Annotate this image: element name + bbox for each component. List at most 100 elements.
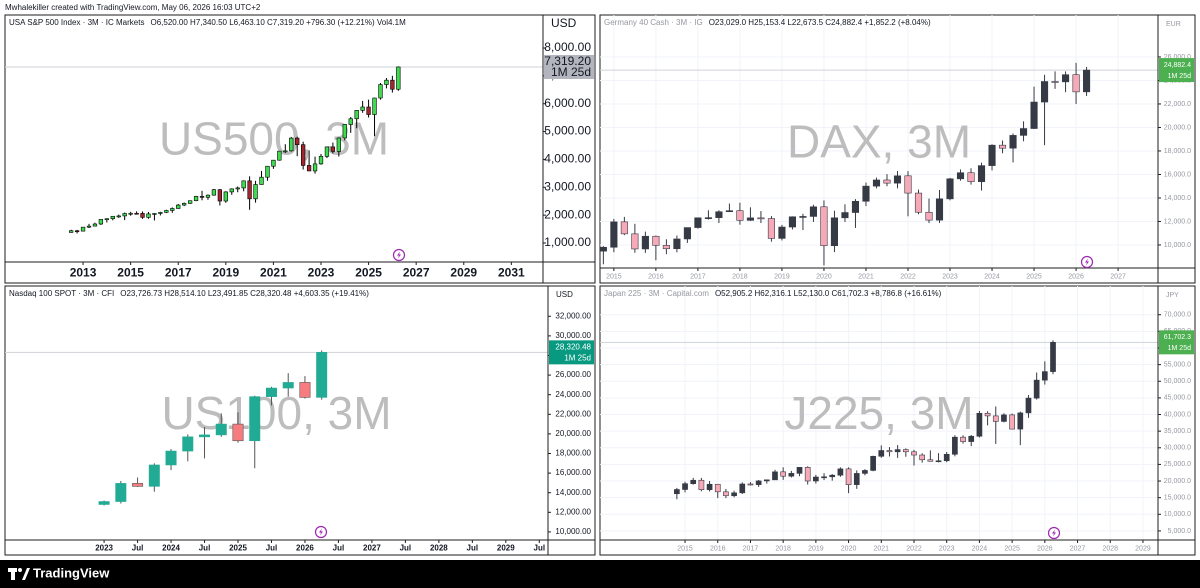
x-tick-label: 2025 — [229, 544, 247, 553]
candle-body — [324, 146, 330, 157]
candle-body — [348, 118, 353, 125]
candle-body — [872, 179, 881, 187]
candle-body — [620, 221, 628, 235]
candle-body — [193, 196, 199, 201]
y-tick-label: 12,000.0 — [1164, 218, 1191, 225]
countdown-label: 1M 25d — [1168, 345, 1191, 352]
brand-logo — [8, 568, 30, 580]
candle-body — [241, 180, 246, 189]
candle-body — [265, 165, 270, 178]
legend: Nasdaq 100 SPOT · 3M · CFI O23,726.73 H28… — [9, 289, 369, 298]
candle-body — [1083, 69, 1091, 93]
logo-part — [18, 568, 22, 572]
event-icon-bolt — [319, 528, 323, 536]
candle-body — [74, 230, 80, 233]
logo-part — [11, 568, 15, 580]
x-tick-label: 2016 — [648, 273, 664, 280]
plot-area: J225, 3M — [600, 286, 1158, 540]
countdown-label: 1M 25d — [564, 353, 591, 362]
watermark: US500, 3M — [159, 113, 389, 165]
candle-body — [780, 471, 787, 477]
candle-body — [265, 387, 277, 397]
x-tick-label: 2026 — [296, 544, 314, 553]
candle-body — [673, 238, 681, 250]
candle-body — [176, 204, 181, 209]
candle-body — [140, 213, 145, 218]
brand: TradingView — [33, 565, 110, 580]
candle-body — [289, 137, 294, 152]
candle-body — [165, 450, 177, 466]
candle-body — [1041, 371, 1048, 381]
y-tick-label: 3,000.00 — [544, 179, 591, 193]
candle-body — [904, 175, 912, 194]
footer-bar — [0, 560, 1200, 588]
y-tick-label: 55,000.0 — [1164, 361, 1191, 368]
candle-body — [217, 189, 223, 202]
x-tick-label: 2021 — [874, 545, 890, 552]
last-price-label: 7,319.20 — [544, 54, 591, 68]
x-tick-label: 2027 — [1070, 545, 1086, 552]
candle-body — [69, 230, 74, 233]
y-tick-label: 12,000.00 — [555, 507, 591, 516]
candle-body — [253, 184, 258, 200]
x-tick-label: 2022 — [900, 273, 916, 280]
x-tick-label: 2031 — [498, 266, 525, 280]
candle-body — [249, 396, 261, 442]
candle-body — [170, 208, 175, 211]
x-tick-label: 2017 — [743, 545, 759, 552]
candle-body — [809, 206, 818, 217]
candle-body — [641, 235, 649, 250]
candle-body — [946, 178, 954, 200]
x-tick-label: 2013 — [70, 266, 97, 280]
caption: Mwhalekiller created with TradingView.co… — [5, 3, 261, 12]
x-tick-label: 2029 — [450, 266, 477, 280]
y-tick-label: 20,000.00 — [555, 429, 591, 438]
y-tick-label: 18,000.0 — [1164, 148, 1191, 155]
panel-frame — [4, 285, 596, 556]
candle-body — [778, 226, 786, 239]
candle-body — [853, 473, 860, 485]
candle-body — [755, 480, 762, 485]
candle-body — [739, 483, 746, 494]
candle-body — [1040, 81, 1049, 103]
candle-body — [984, 412, 991, 417]
panel-frame — [599, 285, 1196, 556]
y-tick-label: 5,000.00 — [544, 124, 591, 138]
candle-body — [767, 218, 775, 239]
x-tick-label: 2022 — [906, 545, 922, 552]
countdown-label: 1M 25d — [1168, 73, 1191, 80]
candle-body — [976, 412, 983, 437]
candle-body — [283, 150, 288, 153]
candle-body — [731, 492, 737, 497]
candle-body — [271, 159, 276, 167]
candle-body — [960, 436, 966, 442]
event-icon-bolt — [1052, 529, 1056, 537]
candle-body — [232, 423, 244, 442]
legend-values: O23,029.0 H25,153.4 L22,673.5 C24,882.4 … — [709, 18, 931, 27]
candle-body — [747, 483, 754, 486]
x-tick-label: Jul — [266, 544, 278, 553]
x-tick-label: 2016 — [710, 545, 726, 552]
x-tick-label: 2029 — [497, 544, 515, 553]
candle-body — [199, 434, 211, 438]
legend-title: Nasdaq 100 SPOT · 3M · CFI — [9, 289, 114, 298]
candle-body — [893, 175, 902, 184]
last-price-box — [549, 340, 594, 365]
candle-body — [229, 188, 234, 193]
candle-body — [80, 226, 86, 232]
candle-body — [862, 185, 870, 202]
candle-body — [366, 106, 371, 115]
x-tick-label: 2025 — [355, 266, 382, 280]
candle-body — [336, 137, 341, 152]
chart-panel: J225, 3M 5,000.0 10,000.0 15,000.0 20,000.0 2… — [599, 285, 1196, 556]
candle-body — [1025, 397, 1032, 414]
candle-body — [301, 144, 306, 166]
y-tick-label: 10,000.00 — [555, 527, 591, 536]
candle-body — [182, 203, 187, 206]
candle-body — [187, 200, 193, 204]
candle-body — [330, 146, 336, 152]
candle-body — [610, 221, 618, 248]
x-tick-label: 2019 — [212, 266, 239, 280]
candle-body — [952, 436, 958, 455]
candle-body — [110, 215, 115, 220]
